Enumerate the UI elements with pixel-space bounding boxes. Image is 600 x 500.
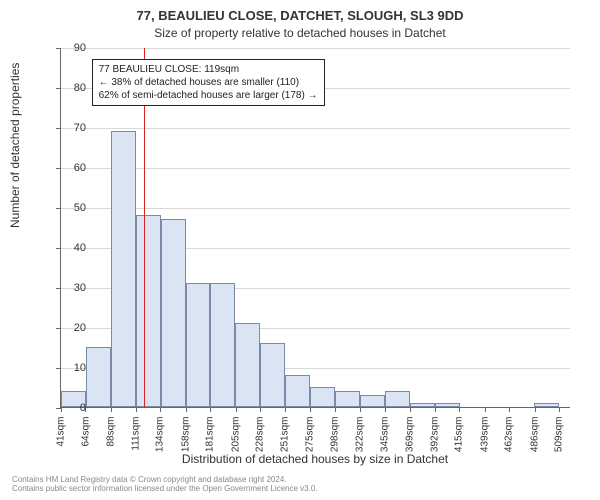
xtick <box>186 407 187 412</box>
xtick <box>160 407 161 412</box>
xtick <box>535 407 536 412</box>
ytick <box>56 128 61 129</box>
chart-title-sub: Size of property relative to detached ho… <box>0 26 600 40</box>
y-axis-label: Number of detached properties <box>8 63 22 228</box>
xtick <box>260 407 261 412</box>
xtick <box>509 407 510 412</box>
histogram-bar <box>186 283 211 407</box>
xtick <box>285 407 286 412</box>
ytick <box>56 48 61 49</box>
xtick <box>136 407 137 412</box>
histogram-bar <box>410 403 435 407</box>
histogram-bar <box>335 391 360 407</box>
xtick <box>459 407 460 412</box>
xtick <box>410 407 411 412</box>
ytick <box>56 168 61 169</box>
ytick-label: 0 <box>62 402 86 414</box>
histogram-bar <box>534 403 559 407</box>
histogram-bar <box>235 323 260 407</box>
xtick <box>111 407 112 412</box>
ytick <box>56 368 61 369</box>
gridline <box>61 48 570 49</box>
ytick-label: 40 <box>62 242 86 254</box>
histogram-bar <box>111 131 136 407</box>
gridline <box>61 168 570 169</box>
gridline <box>61 128 570 129</box>
footer-line-2: Contains public sector information licen… <box>12 484 318 494</box>
ytick <box>56 248 61 249</box>
xtick <box>559 407 560 412</box>
ytick <box>56 328 61 329</box>
ytick-label: 50 <box>62 202 86 214</box>
gridline <box>61 208 570 209</box>
ytick-label: 90 <box>62 42 86 54</box>
ytick-label: 60 <box>62 162 86 174</box>
xtick <box>236 407 237 412</box>
histogram-bar <box>310 387 335 407</box>
annotation-line: 77 BEAULIEU CLOSE: 119sqm <box>99 63 318 76</box>
ytick <box>56 88 61 89</box>
ytick <box>56 288 61 289</box>
xtick <box>485 407 486 412</box>
histogram-bar <box>86 347 111 407</box>
annotation-line: 62% of semi-detached houses are larger (… <box>99 89 318 102</box>
histogram-bar <box>385 391 410 407</box>
annotation-line: ← 38% of detached houses are smaller (11… <box>99 76 318 89</box>
histogram-bar <box>360 395 385 407</box>
footer-line-1: Contains HM Land Registry data © Crown c… <box>12 475 318 485</box>
histogram-bar <box>136 215 161 407</box>
xtick <box>335 407 336 412</box>
histogram-bar <box>260 343 285 407</box>
annotation-box: 77 BEAULIEU CLOSE: 119sqm← 38% of detach… <box>92 59 325 106</box>
chart-plot-area: 41sqm64sqm88sqm111sqm134sqm158sqm181sqm2… <box>60 48 570 408</box>
histogram-bar <box>161 219 186 407</box>
xtick <box>360 407 361 412</box>
ytick-label: 30 <box>62 282 86 294</box>
xtick <box>210 407 211 412</box>
footer-attribution: Contains HM Land Registry data © Crown c… <box>12 475 318 494</box>
histogram-bar <box>210 283 235 407</box>
chart-title-main: 77, BEAULIEU CLOSE, DATCHET, SLOUGH, SL3… <box>0 8 600 23</box>
histogram-bar <box>435 403 460 407</box>
ytick-label: 10 <box>62 362 86 374</box>
xtick <box>385 407 386 412</box>
ytick-label: 80 <box>62 82 86 94</box>
histogram-bar <box>285 375 310 407</box>
ytick-label: 20 <box>62 322 86 334</box>
ytick-label: 70 <box>62 122 86 134</box>
xtick <box>435 407 436 412</box>
xtick <box>310 407 311 412</box>
ytick <box>56 208 61 209</box>
x-axis-label: Distribution of detached houses by size … <box>60 452 570 466</box>
